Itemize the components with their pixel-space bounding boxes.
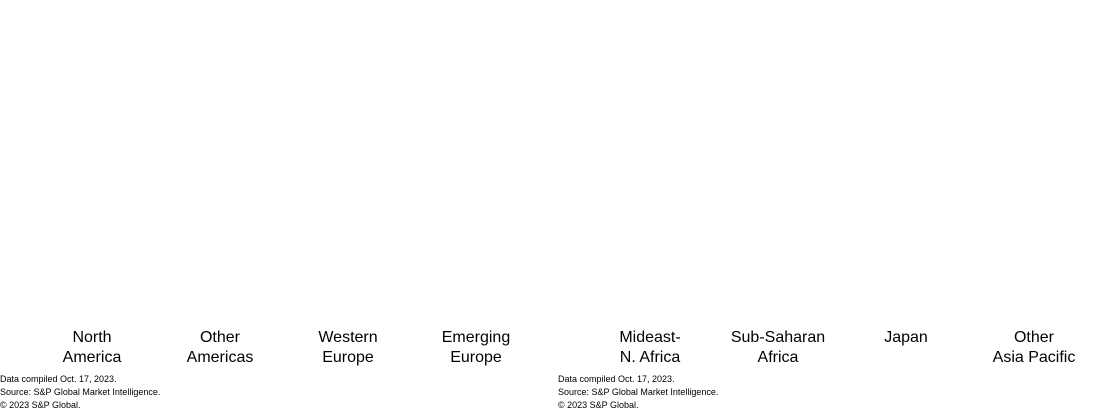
x-tick-label: Japan xyxy=(884,329,928,346)
x-tick-label: Other Americas xyxy=(186,329,254,366)
x-tick-label: Mideast- N. Africa xyxy=(619,329,681,366)
footnote: Source: S&P Global Market Intelligence. xyxy=(0,387,161,397)
chart: Real GDP growth (% change)02468202120222… xyxy=(0,0,540,370)
x-tick-label: Western Europe xyxy=(318,329,378,366)
footnote: © 2023 S&P Global. xyxy=(0,400,81,410)
x-tick-label: Other Asia Pacific xyxy=(992,329,1076,366)
chart: Real GDP growth (% change)02468202120222… xyxy=(558,0,1097,370)
x-tick-label: Emerging Europe xyxy=(441,329,511,366)
footnote: © 2023 S&P Global. xyxy=(558,400,639,410)
footnote: Data compiled Oct. 17, 2023. xyxy=(0,374,117,384)
footnote: Data compiled Oct. 17, 2023. xyxy=(558,374,675,384)
x-tick-label: North America xyxy=(62,329,122,366)
chart-panel: Real GDP growth (% change)02468202120222… xyxy=(0,0,540,415)
x-tick-label: Sub-Saharan Africa xyxy=(730,329,826,366)
footnote: Source: S&P Global Market Intelligence. xyxy=(558,387,719,397)
chart-panel: Real GDP growth (% change)02468202120222… xyxy=(558,0,1097,415)
